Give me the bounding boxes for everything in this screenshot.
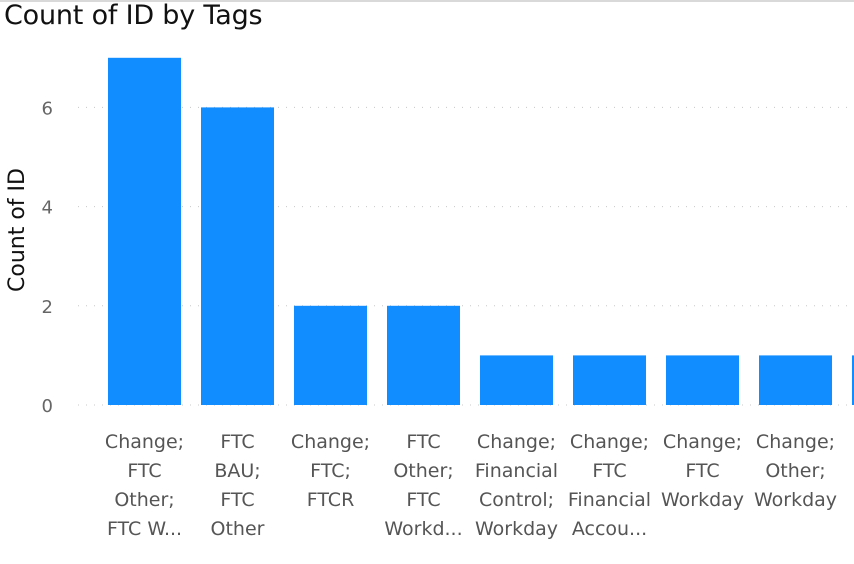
top-border: [0, 0, 854, 2]
bar[interactable]: [852, 355, 854, 405]
x-tick-label-line: FTC: [592, 460, 626, 482]
x-tick-label-line: Change;: [756, 431, 835, 453]
x-tick-label-line: Accou...: [572, 518, 647, 540]
x-tick-label-line: Change;: [291, 431, 370, 453]
bar[interactable]: [294, 305, 367, 405]
x-tick-label-line: Financial: [568, 489, 651, 511]
x-axis-labels: Change; FTC Other; FTC W... FTC BAU; FTC Other C…: [105, 431, 837, 540]
x-tick-label: Change; FTC Financial Accou...: [568, 431, 651, 540]
x-tick-label-line: FTC;: [310, 460, 351, 482]
x-tick-label-line: Change;: [477, 431, 556, 453]
y-tick-label: 6: [42, 98, 53, 119]
y-axis-ticks: 0 2 4 6: [42, 98, 53, 417]
x-tick-label-line: FTCR: [307, 489, 355, 511]
y-tick-label: 0: [42, 396, 53, 417]
x-tick-label-line: Other;: [765, 460, 825, 482]
bar[interactable]: [201, 107, 274, 406]
x-tick-label: Change; FTC Other; FTC W...: [105, 431, 184, 540]
x-tick-label-line: FTC: [685, 460, 719, 482]
x-tick-label-line: FTC: [220, 431, 254, 453]
x-tick-label: FTC BAU; FTC Other: [211, 431, 265, 540]
x-tick-label-line: Workd...: [384, 518, 462, 540]
x-tick-label: Change; Financial Control; Workday: [475, 431, 558, 540]
y-tick-label: 2: [42, 297, 53, 318]
chart-title: Count of ID by Tags: [4, 0, 263, 31]
x-tick-label: FTC Other; FTC Workd...: [384, 431, 462, 540]
x-tick-label-line: Workday: [661, 489, 744, 511]
x-tick-label-line: FTC W...: [107, 518, 182, 540]
x-tick-label: Change; FTC Workday: [661, 431, 744, 511]
x-tick-label-line: Other;: [393, 460, 453, 482]
x-tick-label-line: Control;: [479, 489, 554, 511]
bars: [108, 57, 854, 406]
bar[interactable]: [759, 355, 832, 405]
bar[interactable]: [387, 305, 460, 405]
x-tick-label-line: FTC: [220, 489, 254, 511]
x-tick-label-line: Workday: [754, 489, 837, 511]
x-tick-label-line: FTC: [406, 431, 440, 453]
x-tick-label-line: Change;: [570, 431, 649, 453]
x-tick-label-line: Other;: [114, 489, 174, 511]
x-tick-label-line: Other: [211, 518, 265, 540]
x-tick-label-line: Change;: [105, 431, 184, 453]
bar[interactable]: [108, 57, 181, 406]
y-tick-label: 4: [42, 198, 53, 219]
x-tick-label-line: Workday: [475, 518, 558, 540]
x-tick-label: Change; FTC; FTCR: [291, 431, 370, 511]
x-tick-label: Change; Other; Workday: [754, 431, 837, 511]
x-tick-label-line: Financial: [475, 460, 558, 482]
bar[interactable]: [666, 355, 739, 405]
x-tick-label-line: BAU;: [214, 460, 260, 482]
x-tick-label-line: FTC: [406, 489, 440, 511]
x-tick-label-line: FTC: [127, 460, 161, 482]
bar[interactable]: [480, 355, 553, 405]
x-tick-label-line: Change;: [663, 431, 742, 453]
bar[interactable]: [573, 355, 646, 405]
y-axis-title: Count of ID: [5, 168, 30, 292]
